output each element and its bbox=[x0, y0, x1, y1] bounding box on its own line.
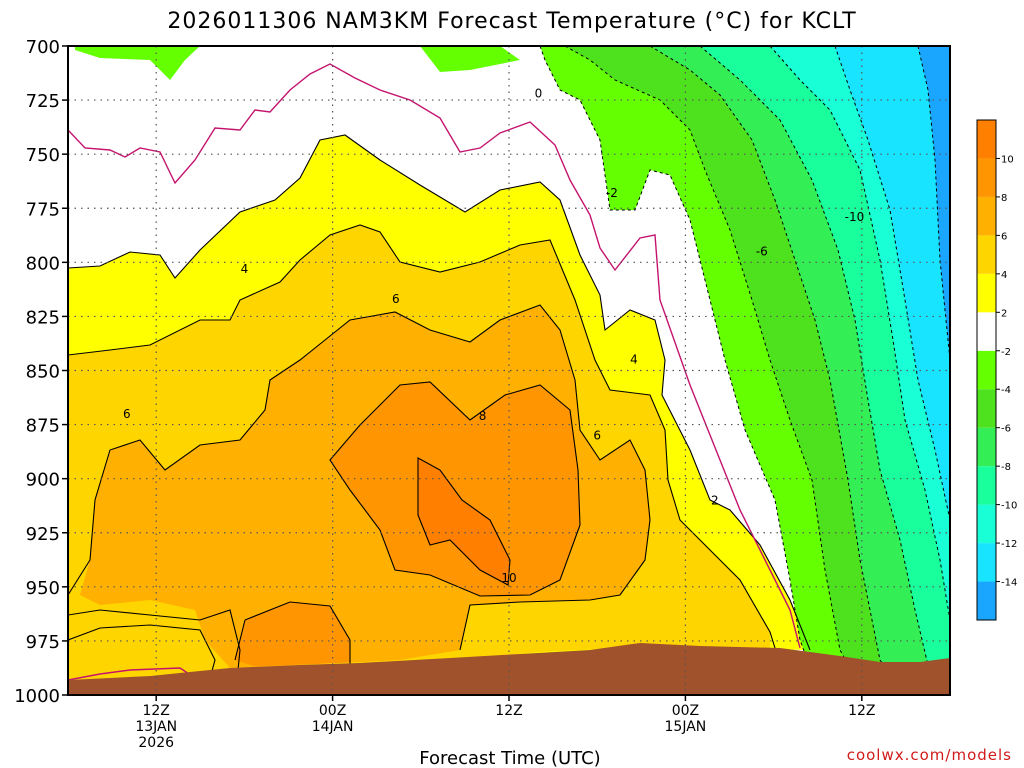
grid-lines bbox=[68, 46, 950, 695]
colorbar-swatch bbox=[977, 504, 996, 544]
contour-lines bbox=[68, 134, 811, 679]
colorbar-swatch bbox=[977, 235, 996, 274]
contour-label: -6 bbox=[756, 245, 768, 259]
colorbar-tick-label: 2 bbox=[1001, 308, 1007, 319]
x-tick-label: 15JAN bbox=[665, 719, 707, 735]
y-tick-label: 925 bbox=[26, 524, 60, 545]
colorbar-swatch bbox=[977, 158, 996, 197]
colorbar-swatch bbox=[977, 312, 996, 351]
terrain bbox=[68, 643, 950, 695]
x-tick-label: 12Z bbox=[142, 703, 169, 719]
colorbar-swatch bbox=[977, 427, 996, 467]
y-tick-label: 725 bbox=[26, 91, 60, 112]
contour-minus4 bbox=[564, 46, 866, 695]
colorbar-tick-label: 8 bbox=[1001, 193, 1007, 204]
colorbar-tick-label: -4 bbox=[1001, 385, 1011, 396]
x-tick-label: 12Z bbox=[495, 703, 522, 719]
y-tick-label: 775 bbox=[26, 199, 60, 220]
contour-label: 4 bbox=[630, 353, 638, 367]
x-axis-label: Forecast Time (UTC) bbox=[419, 748, 600, 768]
y-tick-label: 950 bbox=[26, 578, 60, 599]
y-axis: 700 725 750 775 800 825 850 875 900 925 950 975 1000 bbox=[14, 37, 68, 707]
y-tick-label: 750 bbox=[26, 145, 60, 166]
colorbar-swatch bbox=[977, 389, 996, 428]
colorbar-tick-label: -2 bbox=[1001, 347, 1011, 358]
contour-label: 10 bbox=[501, 571, 516, 585]
colorbar-tick-label: -10 bbox=[1001, 501, 1017, 512]
colorbar-tick-label: -14 bbox=[1001, 578, 1017, 589]
contour-minus14 bbox=[917, 46, 950, 361]
contour-label: 6 bbox=[392, 292, 400, 306]
contour-8 bbox=[329, 381, 581, 597]
contour-minus12 bbox=[834, 46, 950, 521]
chart-title: 2026011306 NAM3KM Forecast Temperature (… bbox=[167, 9, 856, 34]
colorbar-frame bbox=[976, 119, 997, 621]
y-tick-label: 875 bbox=[26, 416, 60, 437]
x-tick-label: 13JAN bbox=[135, 719, 177, 735]
contour-minus10 bbox=[769, 46, 950, 621]
contour-label: -10 bbox=[845, 210, 865, 224]
y-tick-label: 975 bbox=[26, 632, 60, 653]
contour-label: 8 bbox=[479, 409, 487, 423]
contour-minus2 bbox=[539, 46, 821, 695]
contour-label: 2 bbox=[711, 493, 719, 507]
contour-label: 6 bbox=[123, 407, 131, 421]
credit-text: coolwx.com/models bbox=[847, 746, 1012, 764]
contour-label: 6 bbox=[593, 428, 601, 442]
y-tick-label: 900 bbox=[26, 470, 60, 491]
contour-minus6 bbox=[649, 46, 906, 695]
contour-label: 4 bbox=[241, 262, 249, 276]
colorbar-swatch bbox=[977, 466, 996, 505]
y-tick-label: 800 bbox=[26, 253, 60, 274]
band-below-minus14 bbox=[918, 46, 950, 360]
contour-6 bbox=[68, 304, 651, 651]
contour-label: -2 bbox=[606, 186, 618, 200]
colorbar-swatch bbox=[977, 273, 996, 313]
colorbar-swatch bbox=[977, 120, 996, 159]
colorbar-swatch bbox=[977, 543, 996, 582]
y-tick-label: 825 bbox=[26, 307, 60, 328]
contour-10 bbox=[417, 457, 511, 586]
x-tick-label: 14JAN bbox=[312, 719, 354, 735]
contour-labels: 0 -2 -6 -10 4 6 4 8 6 6 2 10 bbox=[123, 87, 865, 586]
y-tick-label: 850 bbox=[26, 362, 60, 383]
colorbar-swatch bbox=[977, 196, 996, 236]
contour-low-levels bbox=[68, 609, 241, 679]
contour-label: 0 bbox=[535, 87, 543, 101]
colorbar-tick-label: 10 bbox=[1001, 154, 1014, 165]
zero-isotherms bbox=[68, 63, 801, 681]
x-tick-label: 2026 bbox=[138, 735, 174, 751]
colorbar-tick-label: 4 bbox=[1001, 270, 1007, 281]
colorbar-tick-label: -12 bbox=[1001, 539, 1017, 550]
colorbar-tick-label: 6 bbox=[1001, 231, 1007, 242]
x-tick-label: 12Z bbox=[848, 703, 875, 719]
contour-2 bbox=[68, 134, 811, 651]
colorbar-swatch bbox=[977, 350, 996, 390]
contour-minus8 bbox=[699, 46, 936, 695]
contour-4 bbox=[68, 224, 776, 649]
x-tick-label: 00Z bbox=[672, 703, 699, 719]
band-minus14-minus12 bbox=[835, 46, 950, 520]
colorbar: -14 -12 -10 -8 -6 -4 -2 2 4 6 8 10 bbox=[976, 119, 1017, 621]
colorbar-tick-label: -6 bbox=[1001, 424, 1011, 435]
contour-0 bbox=[68, 63, 801, 649]
colorbar-swatch bbox=[977, 581, 996, 620]
plot-area bbox=[68, 46, 950, 695]
y-tick-label: 1000 bbox=[14, 686, 60, 707]
contour-8b bbox=[234, 601, 351, 665]
x-tick-label: 00Z bbox=[319, 703, 346, 719]
colorbar-tick-label: -8 bbox=[1001, 462, 1011, 473]
y-tick-label: 700 bbox=[26, 37, 60, 58]
contour-0-low bbox=[68, 667, 196, 681]
negative-contours bbox=[539, 46, 950, 695]
